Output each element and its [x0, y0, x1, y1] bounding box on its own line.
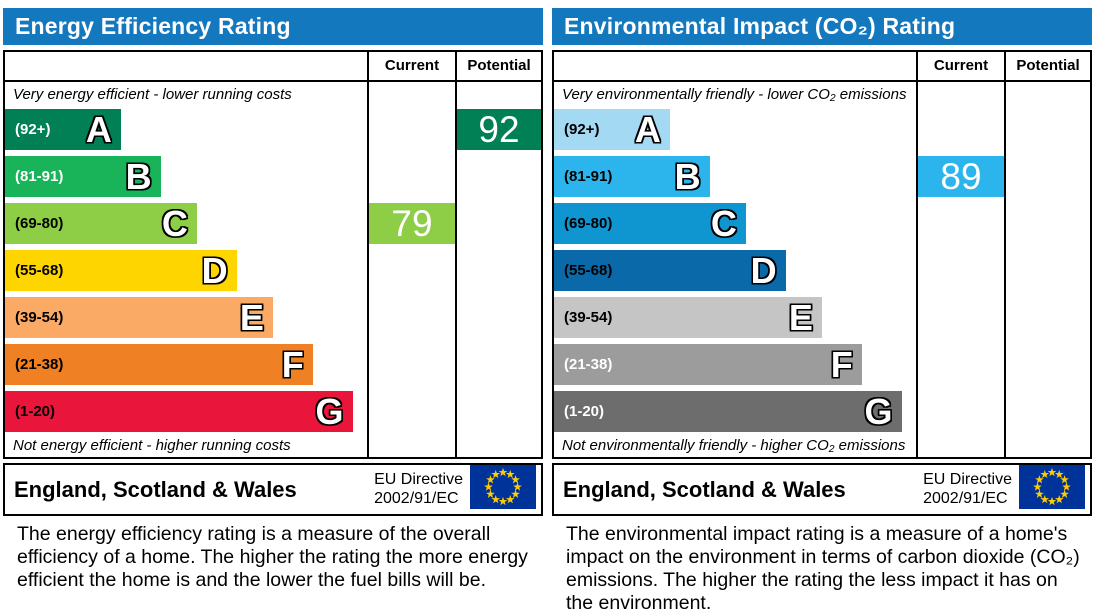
band-letter: F — [830, 343, 853, 385]
column-header-current: Current — [367, 52, 455, 82]
bands-area: (92+) A (81-91) B (69-80) C (55-68) D (39-54) E (2… — [5, 106, 367, 435]
header-spacer — [554, 52, 916, 82]
band-f: (21-38) F — [5, 344, 313, 385]
panel-description: The energy efficiency rating is a measur… — [17, 523, 528, 591]
environmental-impact-panel: Environmental Impact (CO₂) Rating Curren… — [552, 8, 1092, 615]
panel-title: Environmental Impact (CO₂) Rating — [552, 8, 1092, 45]
band-row-f: (21-38) F — [5, 341, 367, 388]
band-row-c: (69-80) C — [5, 200, 367, 247]
band-range-label: (39-54) — [15, 309, 64, 326]
band-g: (1-20) G — [554, 391, 902, 432]
band-b: (81-91) B — [5, 156, 161, 197]
footer: England, Scotland & Wales EU Directive 2… — [552, 463, 1092, 516]
band-letter: A — [85, 108, 112, 150]
band-row-e: (39-54) E — [5, 294, 367, 341]
panel-title: Energy Efficiency Rating — [3, 8, 543, 45]
region-label: England, Scotland & Wales — [563, 476, 846, 502]
band-range-label: (1-20) — [15, 403, 56, 420]
band-a: (92+) A — [554, 109, 670, 150]
band-range-label: (69-80) — [564, 215, 613, 232]
band-range-label: (39-54) — [564, 309, 613, 326]
band-range-label: (21-38) — [15, 356, 64, 373]
band-row-c: (69-80) C — [554, 200, 916, 247]
column-header-potential: Potential — [455, 52, 541, 82]
panel-description: The environmental impact rating is a mea… — [566, 523, 1080, 614]
band-range-label: (92+) — [564, 121, 600, 138]
band-letter: B — [674, 155, 701, 197]
band-d: (55-68) D — [554, 250, 786, 291]
rating-table: Current Potential Very environmentally f… — [552, 50, 1092, 459]
eu-directive-label: EU Directive 2002/91/EC — [923, 471, 1012, 508]
band-b: (81-91) B — [554, 156, 710, 197]
band-range-label: (21-38) — [564, 356, 613, 373]
band-row-a: (92+) A — [5, 106, 367, 153]
column-header-potential: Potential — [1004, 52, 1090, 82]
band-letter: G — [864, 390, 893, 432]
band-letter: F — [281, 343, 304, 385]
band-range-label: (55-68) — [15, 262, 64, 279]
band-letter: E — [239, 296, 264, 338]
band-letter: E — [788, 296, 813, 338]
band-row-d: (55-68) D — [5, 247, 367, 294]
eu-directive-line1: EU Directive — [923, 471, 1012, 489]
footer: England, Scotland & Wales EU Directive 2… — [3, 463, 543, 516]
bands-column: Very energy efficient - lower running co… — [5, 82, 367, 457]
band-row-f: (21-38) F — [554, 341, 916, 388]
energy-efficiency-panel: Energy Efficiency Rating Current Potenti… — [3, 8, 543, 615]
band-e: (39-54) E — [5, 297, 273, 338]
band-row-b: (81-91) B — [5, 153, 367, 200]
band-letter: C — [161, 202, 188, 244]
bottom-note: Not energy efficient - higher running co… — [13, 436, 291, 454]
band-range-label: (55-68) — [564, 262, 613, 279]
rating-table: Current Potential Very energy efficient … — [3, 50, 543, 459]
band-c: (69-80) C — [554, 203, 746, 244]
potential-rating-indicator: 92 — [457, 109, 541, 150]
band-range-label: (1-20) — [564, 403, 605, 420]
current-rating-indicator: 89 — [918, 156, 1004, 197]
band-a: (92+) A — [5, 109, 121, 150]
band-letter: B — [125, 155, 152, 197]
eu-flag-icon — [470, 465, 536, 514]
band-d: (55-68) D — [5, 250, 237, 291]
potential-column — [1004, 82, 1090, 457]
top-note: Very environmentally friendly - lower CO… — [562, 85, 907, 103]
potential-column: 92 — [455, 82, 541, 457]
top-note: Very energy efficient - lower running co… — [13, 85, 292, 103]
band-row-d: (55-68) D — [554, 247, 916, 294]
current-column: 89 — [916, 82, 1004, 457]
current-rating-indicator: 79 — [369, 203, 455, 244]
bands-area: (92+) A (81-91) B (69-80) C (55-68) D (39-54) E (2… — [554, 106, 916, 435]
column-header-current: Current — [916, 52, 1004, 82]
eu-directive-line1: EU Directive — [374, 471, 463, 489]
current-column: 79 — [367, 82, 455, 457]
band-letter: D — [750, 249, 777, 291]
band-row-g: (1-20) G — [554, 388, 916, 435]
band-range-label: (69-80) — [15, 215, 64, 232]
band-range-label: (81-91) — [564, 168, 613, 185]
band-letter: C — [710, 202, 737, 244]
band-range-label: (81-91) — [15, 168, 64, 185]
band-c: (69-80) C — [5, 203, 197, 244]
band-letter: D — [201, 249, 228, 291]
band-letter: G — [315, 390, 344, 432]
band-letter: A — [634, 108, 661, 150]
eu-flag-icon — [1019, 465, 1085, 514]
band-row-e: (39-54) E — [554, 294, 916, 341]
band-row-a: (92+) A — [554, 106, 916, 153]
band-f: (21-38) F — [554, 344, 862, 385]
eu-directive-line2: 2002/91/EC — [374, 489, 459, 507]
bottom-note: Not environmentally friendly - higher CO… — [562, 436, 906, 454]
band-row-b: (81-91) B — [554, 153, 916, 200]
band-e: (39-54) E — [554, 297, 822, 338]
region-label: England, Scotland & Wales — [14, 476, 297, 502]
band-range-label: (92+) — [15, 121, 51, 138]
eu-directive-line2: 2002/91/EC — [923, 489, 1008, 507]
header-spacer — [5, 52, 367, 82]
band-row-g: (1-20) G — [5, 388, 367, 435]
bands-column: Very environmentally friendly - lower CO… — [554, 82, 916, 457]
band-g: (1-20) G — [5, 391, 353, 432]
eu-directive-label: EU Directive 2002/91/EC — [374, 471, 463, 508]
